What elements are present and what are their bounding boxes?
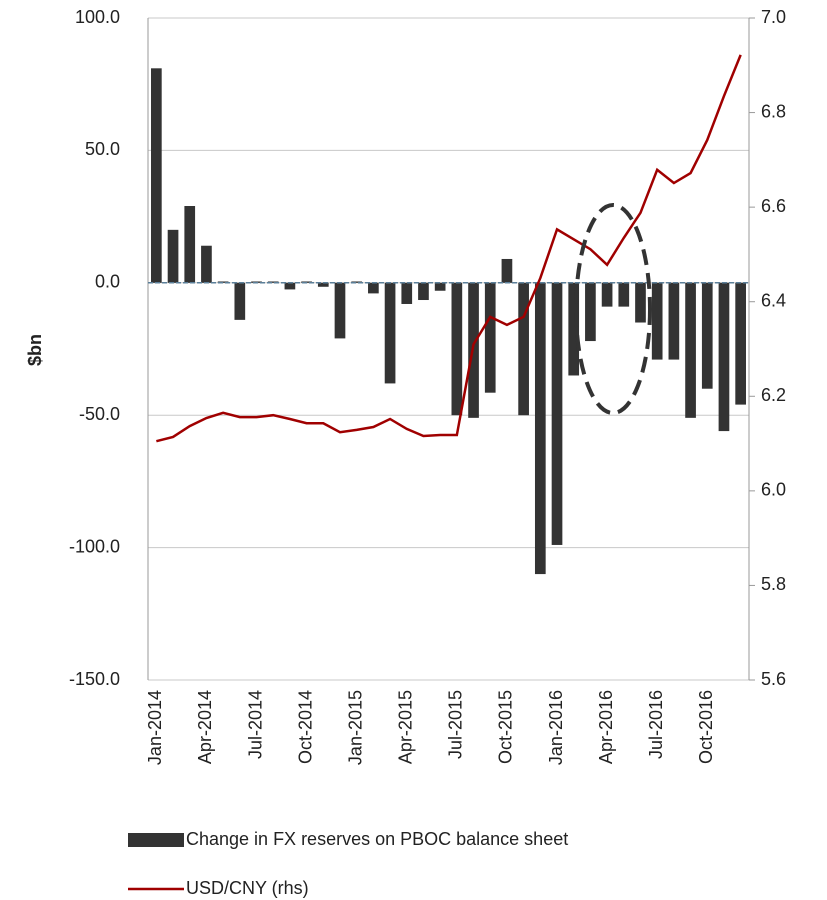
bar: [434, 282, 446, 291]
x-tick-label: Jul-2014: [245, 690, 265, 759]
bar: [234, 282, 246, 320]
bar: [217, 281, 229, 283]
bar: [735, 282, 746, 405]
y2-tick-label: 6.6: [761, 196, 786, 216]
bar: [167, 229, 179, 283]
bar: [651, 282, 663, 360]
legend-swatch: [128, 833, 184, 847]
bar: [201, 245, 212, 283]
bar: [368, 282, 379, 294]
annotation-ellipse: [574, 203, 652, 415]
bar: [668, 282, 680, 360]
bar: [284, 282, 296, 290]
bar: [484, 282, 496, 393]
bar: [568, 282, 580, 376]
bar: [151, 68, 162, 283]
y-tick-label: -50.0: [79, 404, 120, 424]
bar: [501, 258, 513, 283]
x-tick-label: Oct-2015: [496, 690, 516, 764]
bar: [685, 282, 696, 418]
bar: [701, 282, 713, 389]
bar: [184, 206, 196, 283]
bar: [418, 282, 429, 301]
y-tick-label: 100.0: [75, 7, 120, 27]
bar: [534, 282, 546, 575]
x-tick-label: Oct-2016: [696, 690, 716, 764]
bar: [351, 281, 363, 283]
legend-label: Change in FX reserves on PBOC balance sh…: [186, 829, 568, 849]
bar: [451, 282, 463, 416]
y2-tick-label: 5.6: [761, 669, 786, 689]
bar: [585, 282, 596, 342]
x-tick-label: Oct-2014: [295, 690, 315, 764]
y-tick-label: -150.0: [69, 669, 120, 689]
line: [156, 54, 742, 443]
bar: [267, 281, 279, 283]
x-tick-label: Jul-2016: [646, 690, 666, 759]
x-tick-label: Apr-2016: [596, 690, 616, 764]
y2-tick-label: 5.8: [761, 574, 786, 594]
bar: [601, 282, 613, 307]
y-tick-label: -100.0: [69, 536, 120, 556]
y-tick-label: 0.0: [95, 272, 120, 292]
bar: [384, 282, 396, 384]
bar: [401, 282, 413, 304]
y-tick-label: 50.0: [85, 139, 120, 159]
bar: [718, 282, 730, 432]
bar: [518, 282, 529, 416]
bar: [635, 282, 646, 323]
y2-tick-label: 7.0: [761, 7, 786, 27]
y2-tick-label: 6.2: [761, 385, 786, 405]
x-tick-label: Jan-2014: [145, 690, 165, 765]
bar: [618, 282, 630, 307]
legend-label: USD/CNY (rhs): [186, 878, 309, 898]
x-tick-label: Jan-2016: [546, 690, 566, 765]
y2-tick-label: 6.8: [761, 101, 786, 121]
y-axis-label: $bn: [25, 334, 45, 366]
bar: [317, 282, 329, 287]
x-tick-label: Jul-2015: [446, 690, 466, 759]
y2-tick-label: 6.0: [761, 480, 786, 500]
bar: [551, 282, 563, 545]
x-tick-label: Apr-2014: [195, 690, 215, 764]
x-tick-label: Jan-2015: [345, 690, 365, 765]
y2-tick-label: 6.4: [761, 290, 786, 310]
x-tick-label: Apr-2015: [396, 690, 416, 764]
bar: [334, 282, 346, 339]
